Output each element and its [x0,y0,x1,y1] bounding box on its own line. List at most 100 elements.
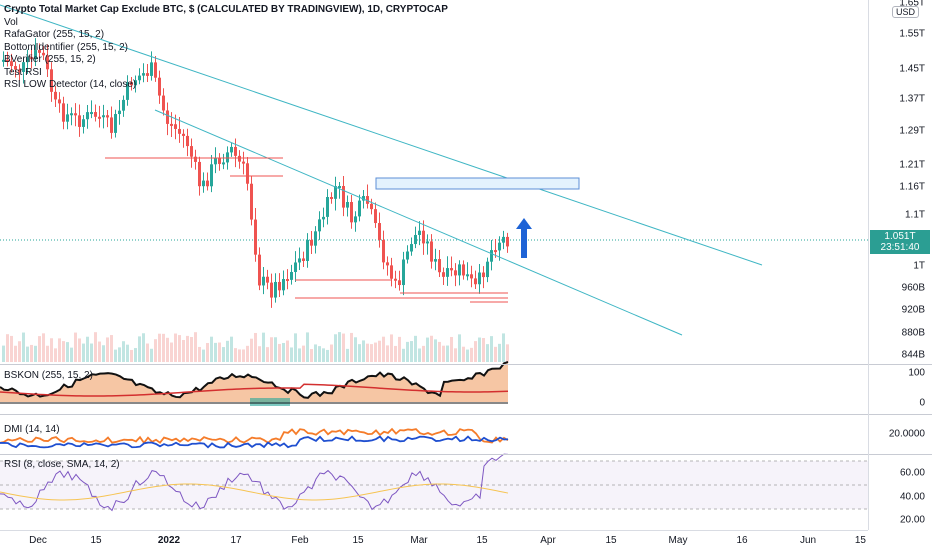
candle-body [430,241,433,262]
volume-bar [182,340,185,362]
volume-bar [90,343,93,362]
volume-bar [390,334,393,362]
candle-body [442,272,445,277]
volume-bar [434,339,437,362]
volume-bar [454,348,457,362]
candle-body [498,242,501,251]
candle-body [410,244,413,252]
volume-bar [226,340,229,362]
time-tick: Jun [799,535,817,546]
candle-body [190,146,193,157]
volume-bar [66,342,69,362]
candle-body [90,112,93,115]
price-tick: 1.37T [899,93,925,105]
candle-body [110,117,113,133]
volume-bar [498,343,501,362]
candle-body [394,278,397,281]
price-tick: 1T [913,260,925,272]
volume-bar [286,340,289,362]
candle-body [234,146,237,156]
volume-bar [158,333,161,362]
candle-body [398,280,401,286]
volume-bar [462,346,465,362]
candle-body [174,124,177,129]
study-label[interactable]: BVerifier (255, 15, 2) [4,54,96,65]
bskon-pane-label[interactable]: BSKON (255, 15, 2) [4,370,93,381]
volume-bar [422,345,425,362]
volume-bar [474,341,477,362]
volume-bar [374,342,377,362]
volume-bar [170,342,173,362]
bskon-area [0,361,508,402]
price-scale[interactable]: 1.65T 1.55T 1.45T 1.37T 1.29T 1.21T 1.16… [868,0,932,530]
trendline-upper [0,4,763,266]
candle-body [390,265,393,279]
study-label[interactable]: RafaGator (255, 15, 2) [4,29,105,40]
candle-body [362,196,365,201]
pane-separator[interactable] [0,414,932,415]
study-label[interactable]: RSI LOW Detector (14, close) [4,79,137,90]
candle-body [266,276,269,283]
candle-body [210,164,213,187]
volume-bar [370,344,373,362]
candle-body [338,186,341,189]
pane-separator[interactable] [0,364,932,365]
candle-body [502,236,505,243]
volume-bar [366,343,369,362]
volume-bar [62,341,65,362]
candle-body [126,82,129,100]
study-label[interactable]: BottomIdentifier (255, 15, 2) [4,41,128,53]
candle-body [378,223,381,240]
bskon-line [0,361,509,399]
time-tick: Mar [410,535,428,546]
candle-body [478,272,481,285]
volume-bar [406,341,409,362]
volume-bar [442,345,445,362]
candle-body [342,186,345,208]
volume-bar [418,348,421,362]
volume-bar [502,333,505,362]
candle-body [294,262,297,272]
candle-body [506,236,509,247]
bskon-signal [0,383,509,397]
dmi-pane-label[interactable]: DMI (14, 14) [4,424,60,435]
candle-body [326,197,329,217]
volume-bar [58,338,61,362]
bar-countdown: 23:51:40 [880,242,920,253]
volume-bar [302,345,305,362]
candle-body [38,50,41,53]
price-tick: 920B [901,304,925,316]
volume-bar [346,348,349,362]
price-tick: 960B [901,282,925,294]
rsi-tick: 40.00 [899,491,925,503]
volume-bar [290,347,293,362]
candle-body [414,234,417,245]
candle-body [250,183,253,220]
candle-body [458,264,461,276]
candle-body [98,116,101,119]
candle-body [194,156,197,162]
pane-separator[interactable] [0,454,932,455]
candle-body [334,186,337,199]
candle-body [202,180,205,187]
up-arrow-icon[interactable] [516,218,532,263]
rsi-pane-label[interactable]: RSI (8, close, SMA, 14, 2) [4,459,120,470]
candle-body [114,114,117,133]
candle-body [486,261,489,278]
volume-bar [394,345,397,362]
volume-bar [54,348,57,362]
currency-badge[interactable]: USD [892,6,920,18]
volume-bar [230,336,233,362]
candle-body [382,239,385,263]
candle-body [466,274,469,277]
volume-bar [94,332,97,362]
study-label[interactable]: Vol [4,16,18,28]
symbol-title[interactable]: Crypto Total Market Cap Exclude BTC, $ (… [4,4,448,15]
candle-body [258,254,261,286]
volume-bar [334,334,337,362]
time-axis[interactable]: Dec 15 2022 17 Feb 15 Mar 15 Apr 15 May … [0,530,868,551]
study-label[interactable]: Test RSI [4,66,42,78]
volume-bar [266,347,269,362]
